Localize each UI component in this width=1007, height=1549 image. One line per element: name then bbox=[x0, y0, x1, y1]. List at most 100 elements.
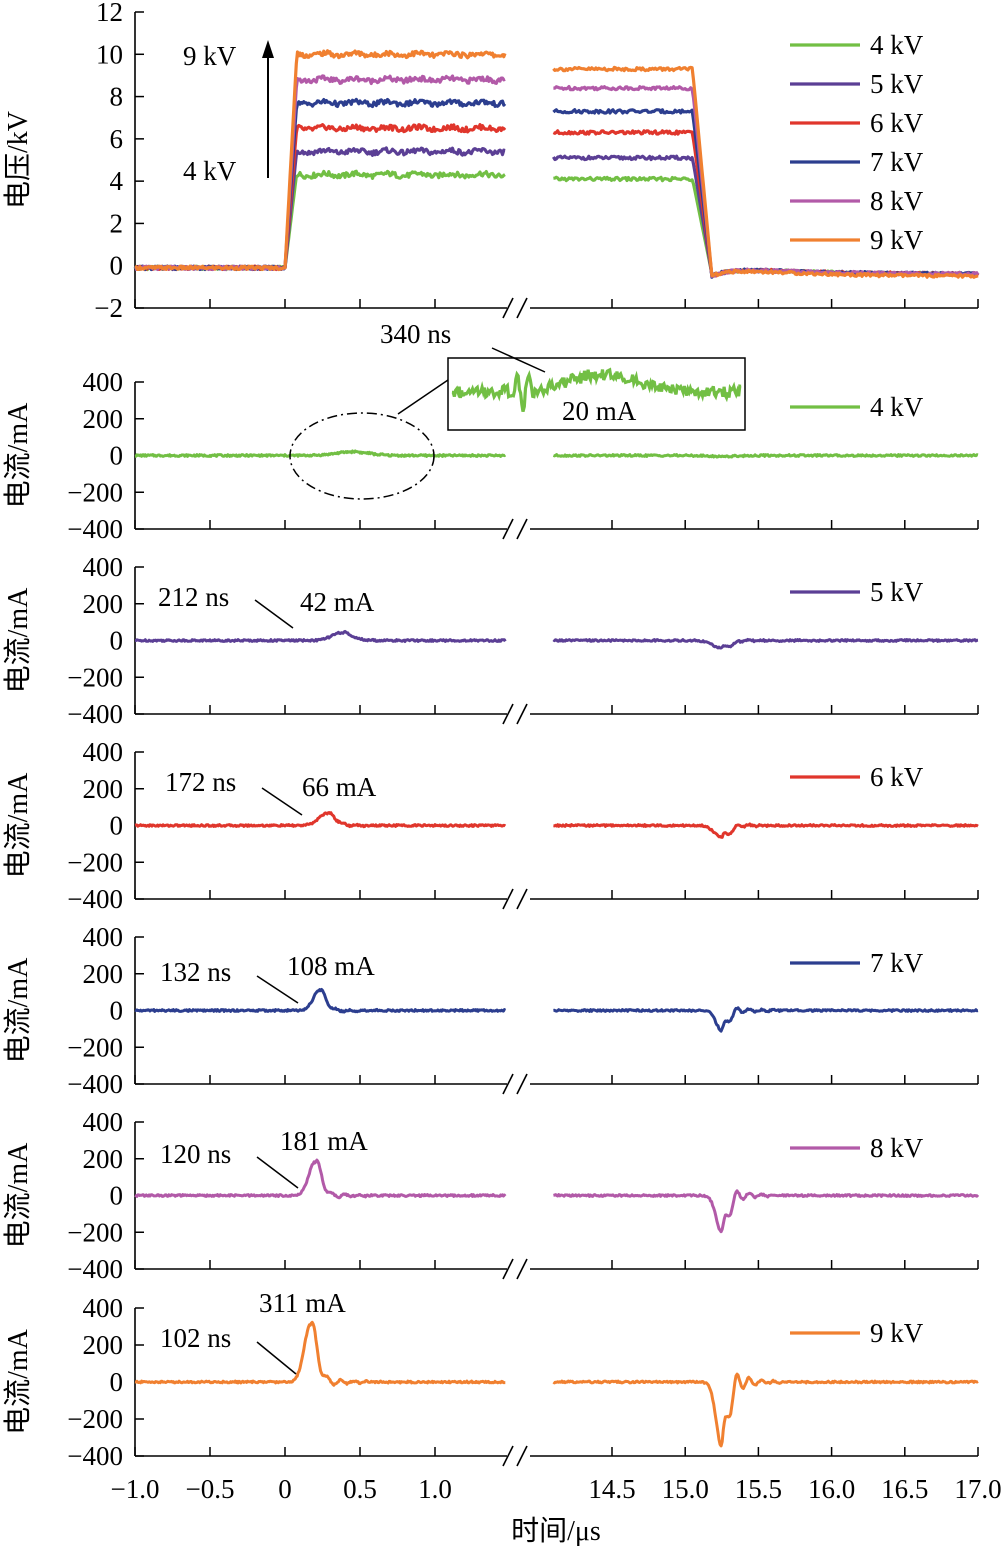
x-axis-title: 时间/μs bbox=[511, 1515, 601, 1547]
peak-current-label: 311 mA bbox=[259, 1288, 346, 1318]
axis-break-mark bbox=[516, 1445, 528, 1467]
peak-current-label: 108 mA bbox=[287, 951, 375, 981]
legend-label: 7 kV bbox=[870, 147, 924, 177]
x-tick-label: −0.5 bbox=[186, 1474, 235, 1504]
rise-time-label: 132 ns bbox=[160, 957, 231, 987]
legend-label: 5 kV bbox=[870, 577, 924, 607]
axis-break-mark bbox=[502, 1073, 514, 1095]
x-axis-labels: −1.0 −0.5 0 0.5 1.0 14.5 15.0 15.5 16.0 16.5 17.0 时… bbox=[111, 1474, 1002, 1547]
y-tick-label: 200 bbox=[83, 1144, 124, 1174]
leader-line bbox=[256, 975, 299, 1004]
rise-time-label: 172 ns bbox=[165, 767, 236, 797]
voltage-arrow-annotation: 9 kV 4 kV bbox=[183, 40, 274, 186]
y-tick-label: 0 bbox=[110, 626, 124, 656]
arrow-label-bottom: 4 kV bbox=[183, 156, 237, 186]
y-axis-label: 电流/mA bbox=[2, 1142, 34, 1249]
y-tick-label: −2 bbox=[94, 293, 123, 323]
y-tick-label: −400 bbox=[67, 1441, 123, 1471]
panel-current-7kv: −400 −200 0 200 400 电流/mA bbox=[2, 922, 979, 1099]
y-tick-label: 400 bbox=[83, 367, 124, 397]
y-axis-label: 电流/mA bbox=[2, 772, 34, 879]
axis-break-mark bbox=[502, 1445, 514, 1467]
voltage-trace-6kV bbox=[134, 123, 507, 272]
y-tick-label: −200 bbox=[67, 662, 123, 692]
rise-time-label: 340 ns bbox=[380, 319, 451, 349]
y-axis-label: 电流/mA bbox=[2, 957, 34, 1064]
y-tick-label: 0 bbox=[110, 1181, 124, 1211]
panel-current-9kv: −400 −200 0 200 400 电流/mA bbox=[2, 1293, 979, 1471]
y-tick-label: −400 bbox=[67, 1069, 123, 1099]
y-tick-label: 0 bbox=[110, 1367, 124, 1397]
legend-label: 9 kV bbox=[870, 225, 924, 255]
zoom-inset: 340 ns 20 mA bbox=[289, 319, 746, 500]
current-trace-8kV bbox=[134, 1158, 507, 1200]
x-tick-label: 16.5 bbox=[881, 1474, 928, 1504]
axis-break-mark bbox=[502, 703, 514, 725]
peak-current-label: 42 mA bbox=[300, 587, 375, 617]
leader-line bbox=[254, 599, 294, 629]
x-tick-label: 15.0 bbox=[662, 1474, 709, 1504]
current-trace-4kV-late bbox=[552, 453, 979, 459]
voltage-trace-4kV bbox=[133, 169, 506, 272]
y-tick-label: 200 bbox=[83, 959, 124, 989]
axis-break-mark bbox=[516, 518, 528, 540]
y-tick-label: 400 bbox=[83, 552, 124, 582]
x-tick-label: 0 bbox=[278, 1474, 292, 1504]
current-trace-4kV bbox=[134, 449, 507, 458]
x-tick-label: 16.0 bbox=[808, 1474, 855, 1504]
current-trace-7kV-late bbox=[553, 1006, 979, 1033]
voltage-trace-8kV-late bbox=[553, 85, 980, 278]
rise-time-label: 120 ns bbox=[160, 1139, 231, 1169]
axis-break-mark bbox=[516, 888, 528, 910]
axis-break-mark bbox=[502, 297, 514, 319]
y-tick-label: 400 bbox=[83, 1107, 124, 1137]
current-trace-5kV bbox=[134, 629, 507, 643]
y-tick-label: 6 bbox=[110, 124, 124, 154]
y-tick-label: −200 bbox=[67, 847, 123, 877]
zoom-inset-trace bbox=[451, 367, 742, 413]
panel-current-6kv: −400 −200 0 200 400 电流/mA bbox=[2, 737, 979, 914]
y-tick-label: −200 bbox=[67, 477, 123, 507]
axis-break-mark bbox=[502, 888, 514, 910]
y-tick-label: 400 bbox=[83, 737, 124, 767]
legend-label: 4 kV bbox=[870, 392, 924, 422]
legend-label: 6 kV bbox=[870, 108, 924, 138]
x-tick-label: −1.0 bbox=[111, 1474, 160, 1504]
y-tick-label: 2 bbox=[110, 208, 124, 238]
panel-voltage: −2 0 2 4 6 8 10 12 电压/kV bbox=[2, 0, 979, 323]
peak-current-label: 66 mA bbox=[302, 772, 377, 802]
current-trace-9kV-late bbox=[552, 1372, 979, 1448]
y-tick-label: −400 bbox=[67, 1254, 123, 1284]
peak-current-label: 20 mA bbox=[562, 396, 637, 426]
voltage-trace-9kV-late bbox=[552, 65, 979, 279]
y-tick-label: 0 bbox=[110, 811, 124, 841]
y-tick-label: 400 bbox=[83, 922, 124, 952]
legend-label: 4 kV bbox=[870, 30, 924, 60]
y-tick-label: 200 bbox=[83, 774, 124, 804]
current-trace-8kV-late bbox=[553, 1189, 980, 1234]
current-trace-9kV bbox=[134, 1320, 506, 1387]
current-trace-7kV bbox=[134, 988, 507, 1014]
legend-label: 6 kV bbox=[870, 762, 924, 792]
current-trace-6kV bbox=[134, 811, 507, 829]
y-tick-label: 0 bbox=[110, 251, 124, 281]
y-axis-label: 电流/mA bbox=[2, 402, 34, 509]
y-tick-label: −400 bbox=[67, 699, 123, 729]
legend-label: 8 kV bbox=[870, 186, 924, 216]
y-tick-label: 200 bbox=[83, 404, 124, 434]
zoom-connector bbox=[397, 379, 449, 415]
y-tick-label: −400 bbox=[67, 514, 123, 544]
rise-time-label: 102 ns bbox=[160, 1323, 231, 1353]
y-axis-label: 电压/kV bbox=[2, 111, 34, 209]
y-tick-label: 200 bbox=[83, 589, 124, 619]
legend-label: 8 kV bbox=[870, 1133, 924, 1163]
x-tick-label: 14.5 bbox=[588, 1474, 635, 1504]
y-tick-label: 0 bbox=[110, 996, 124, 1026]
current-trace-6kV-late bbox=[553, 822, 979, 839]
y-tick-label: −400 bbox=[67, 884, 123, 914]
arrow-head bbox=[262, 40, 274, 58]
y-tick-label: 400 bbox=[83, 1293, 124, 1323]
rise-time-label: 212 ns bbox=[158, 582, 229, 612]
leader-line bbox=[256, 1156, 299, 1189]
